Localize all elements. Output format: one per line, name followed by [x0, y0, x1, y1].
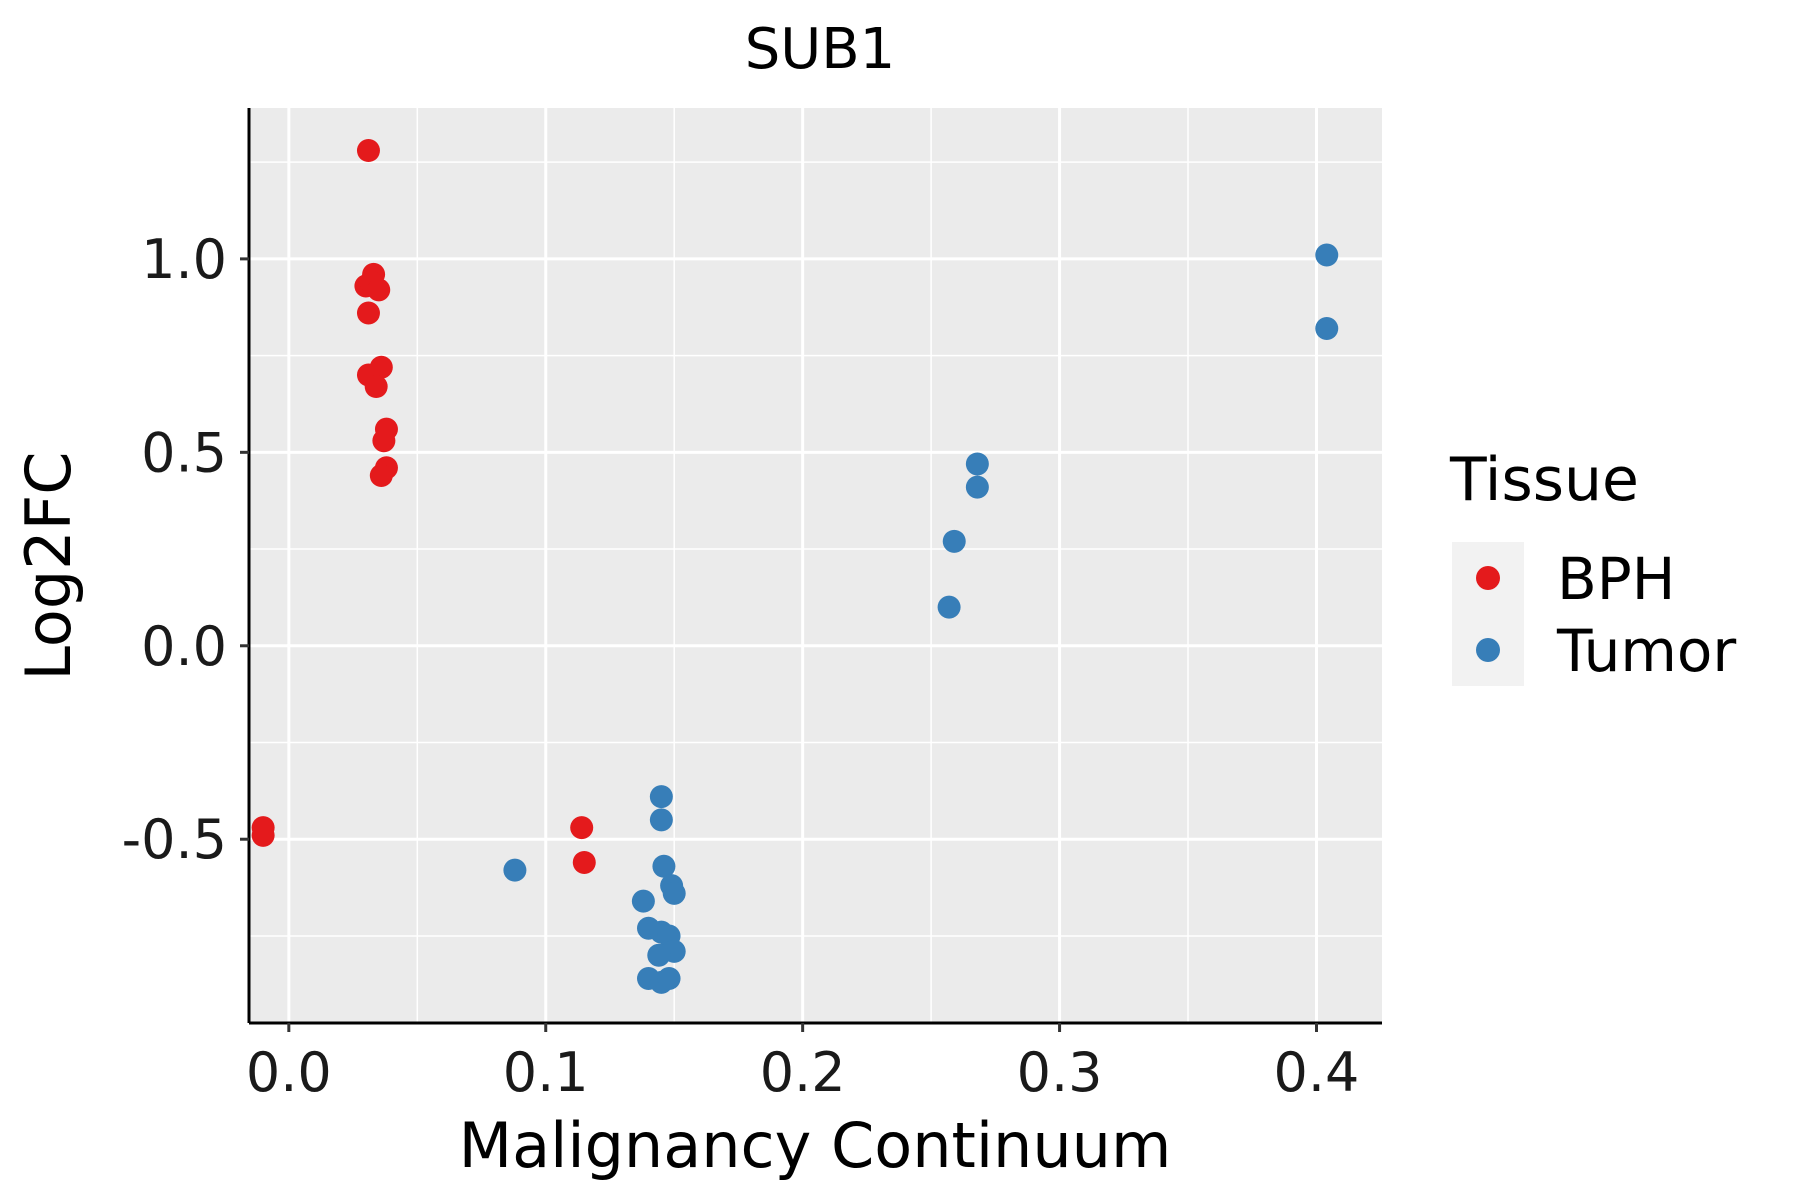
data-point-tumor	[942, 529, 966, 553]
data-point-tumor	[649, 785, 673, 809]
data-points	[251, 139, 1339, 994]
x-tick-label: 0.3	[1017, 1041, 1103, 1104]
x-tick-label: 0.4	[1274, 1041, 1360, 1104]
legend-label-tumor: Tumor	[1556, 617, 1736, 685]
data-point-tumor	[649, 808, 673, 832]
data-point-bph	[251, 823, 275, 847]
data-point-tumor	[503, 858, 527, 882]
data-point-bph	[356, 139, 380, 163]
legend-marker-bph	[1476, 566, 1500, 590]
data-point-bph	[372, 429, 396, 453]
data-point-tumor	[1315, 243, 1339, 267]
data-point-tumor	[937, 595, 961, 619]
y-tick-label: 0.5	[141, 421, 227, 484]
data-point-bph	[369, 464, 393, 488]
x-axis-title: Malignancy Continuum	[459, 1109, 1172, 1182]
chart-title: SUB1	[745, 17, 896, 82]
data-point-bph	[356, 301, 380, 325]
data-point-bph	[367, 278, 391, 302]
x-tick-label: 0.2	[760, 1041, 846, 1104]
legend: Tissue BPH Tumor	[1449, 445, 1736, 686]
data-point-bph	[572, 850, 596, 874]
data-point-tumor	[662, 881, 686, 905]
y-tick-label: -0.5	[122, 808, 227, 871]
x-tick-label: 0.0	[246, 1041, 332, 1104]
y-tick-label: 1.0	[141, 228, 227, 291]
legend-label-bph: BPH	[1557, 545, 1675, 613]
x-tick-label: 0.1	[503, 1041, 589, 1104]
y-tick-label: 0.0	[141, 615, 227, 678]
data-point-bph	[570, 816, 594, 840]
legend-marker-tumor	[1476, 638, 1500, 662]
legend-title: Tissue	[1449, 445, 1639, 515]
y-axis-title: Log2FC	[12, 451, 85, 680]
grid-lines	[249, 108, 1382, 1023]
data-point-tumor	[631, 889, 655, 913]
data-point-tumor	[965, 452, 989, 476]
plot-panel	[249, 108, 1382, 1023]
axis-ticks: 0.0 0.1 0.2 0.3 0.4 -0.5 0.0 0.5 1.0	[122, 228, 1360, 1104]
data-point-bph	[364, 375, 388, 399]
data-point-tumor	[647, 943, 671, 967]
data-point-tumor	[1315, 317, 1339, 341]
data-point-tumor	[965, 475, 989, 499]
data-point-tumor	[657, 967, 681, 991]
data-point-tumor	[652, 854, 676, 878]
